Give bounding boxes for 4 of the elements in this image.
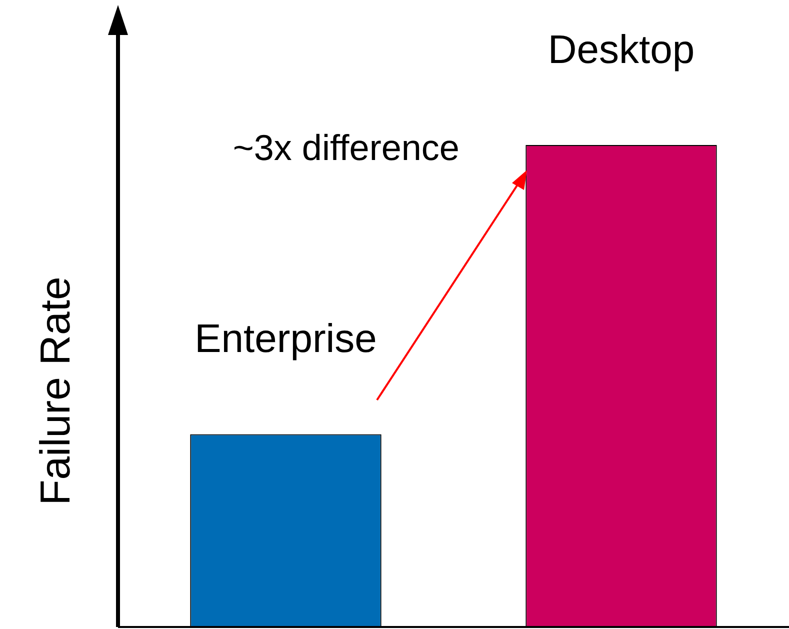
- annotation: ~3x difference: [232, 127, 460, 168]
- x-tick-label: Desktop: [548, 28, 695, 72]
- x-tick-label: Enterprise: [194, 317, 377, 362]
- y-axis-title: Failure Rate: [32, 276, 79, 506]
